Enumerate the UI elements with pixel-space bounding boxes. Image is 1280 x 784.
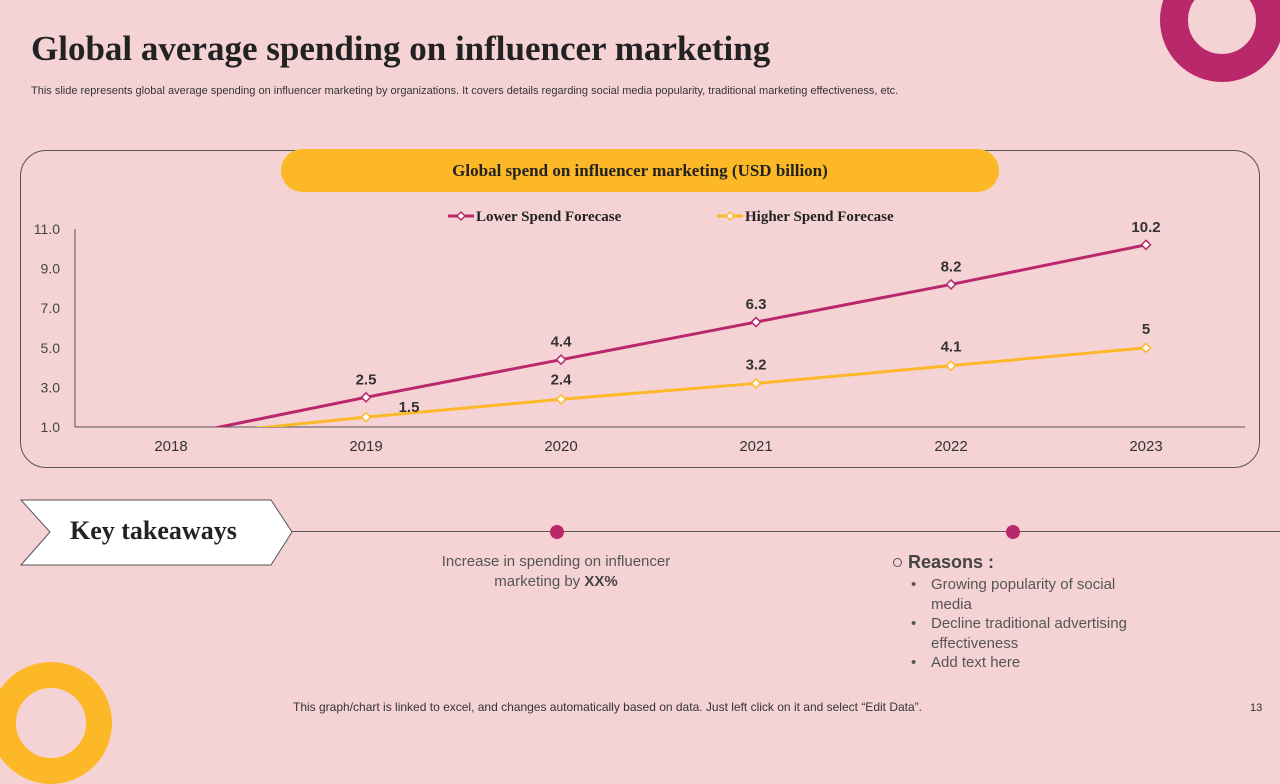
x-tick-label: 2022 bbox=[934, 438, 967, 455]
x-tick-label: 2021 bbox=[739, 438, 772, 455]
legend-marker-2 bbox=[724, 210, 736, 222]
line-chart[interactable]: 11.0 9.0 7.0 5.0 3.0 1.0 2018 2019 2020 2021 2022 2… bbox=[0, 0, 1280, 720]
y-tick-label: 1.0 bbox=[41, 419, 61, 435]
data-point-marker bbox=[555, 354, 567, 366]
data-point-marker bbox=[360, 411, 372, 423]
legend-label-1: Lower Spend Forecase bbox=[476, 209, 622, 225]
series-line-1 bbox=[212, 243, 1147, 427]
slide-title: Global average spending on influencer ma… bbox=[31, 29, 771, 68]
reasons-block: Reasons : Growing popularity of social m… bbox=[893, 552, 1153, 673]
data-label: 4.1 bbox=[941, 339, 962, 356]
data-label: 4.4 bbox=[551, 334, 573, 351]
reasons-list: Growing popularity of social media Decli… bbox=[893, 575, 1153, 673]
y-tick-label: 7.0 bbox=[41, 300, 61, 316]
decorative-ring-top bbox=[1160, 0, 1280, 82]
takeaway-marker-dot bbox=[1006, 525, 1020, 539]
legend-marker-1 bbox=[455, 210, 467, 222]
data-label: 6.3 bbox=[746, 296, 767, 313]
data-point-marker bbox=[1140, 239, 1152, 251]
footer-note: This graph/chart is linked to excel, and… bbox=[293, 700, 922, 714]
reasons-heading: Reasons : bbox=[893, 552, 1153, 573]
page-number: 13 bbox=[1250, 702, 1263, 714]
y-tick-label: 9.0 bbox=[41, 261, 61, 277]
chart-title: Global spend on influencer marketing (US… bbox=[281, 149, 999, 192]
data-point-marker bbox=[750, 377, 762, 390]
takeaway-point-1-text: Increase in spending on influencer marke… bbox=[441, 553, 671, 590]
takeaways-label-shape bbox=[20, 499, 293, 566]
reasons-title: Reasons : bbox=[908, 552, 995, 572]
reason-item: Growing popularity of social media bbox=[911, 575, 1153, 614]
y-tick-label: 3.0 bbox=[41, 379, 61, 395]
takeaways-label: Key takeaways bbox=[70, 516, 237, 545]
data-label: 10.2 bbox=[1131, 219, 1160, 236]
data-label: 3.2 bbox=[746, 356, 767, 373]
y-tick-label: 5.0 bbox=[41, 340, 61, 356]
data-label: 2.5 bbox=[356, 371, 377, 388]
reason-item: Decline traditional advertising effectiv… bbox=[911, 614, 1153, 653]
takeaway-point-1-emphasis: XX% bbox=[584, 573, 618, 590]
legend-label-2: Higher Spend Forecase bbox=[745, 209, 894, 225]
data-point-marker bbox=[555, 393, 567, 405]
hollow-bullet-icon bbox=[893, 558, 902, 567]
x-tick-label: 2018 bbox=[154, 438, 187, 455]
slide-subtitle: This slide represents global average spe… bbox=[31, 85, 899, 97]
data-point-marker bbox=[945, 278, 957, 291]
data-point-marker bbox=[1140, 342, 1152, 354]
data-label: 2.4 bbox=[551, 371, 573, 388]
takeaways-divider-line bbox=[290, 531, 1280, 532]
data-label: 1.5 bbox=[399, 399, 420, 416]
data-point-marker bbox=[360, 391, 372, 403]
x-tick-label: 2023 bbox=[1129, 438, 1162, 455]
takeaway-point-1: Increase in spending on influencer marke… bbox=[420, 552, 692, 592]
reason-item: Add text here bbox=[911, 653, 1153, 673]
x-tick-label: 2020 bbox=[544, 438, 577, 455]
data-point-marker bbox=[945, 360, 957, 372]
x-tick-label: 2019 bbox=[349, 438, 382, 455]
series-line-2 bbox=[253, 346, 1147, 427]
y-tick-label: 11.0 bbox=[34, 221, 60, 237]
data-point-marker bbox=[750, 316, 762, 328]
data-label: 5 bbox=[1142, 321, 1150, 338]
takeaway-marker-dot bbox=[550, 525, 564, 539]
data-label: 8.2 bbox=[941, 258, 962, 275]
